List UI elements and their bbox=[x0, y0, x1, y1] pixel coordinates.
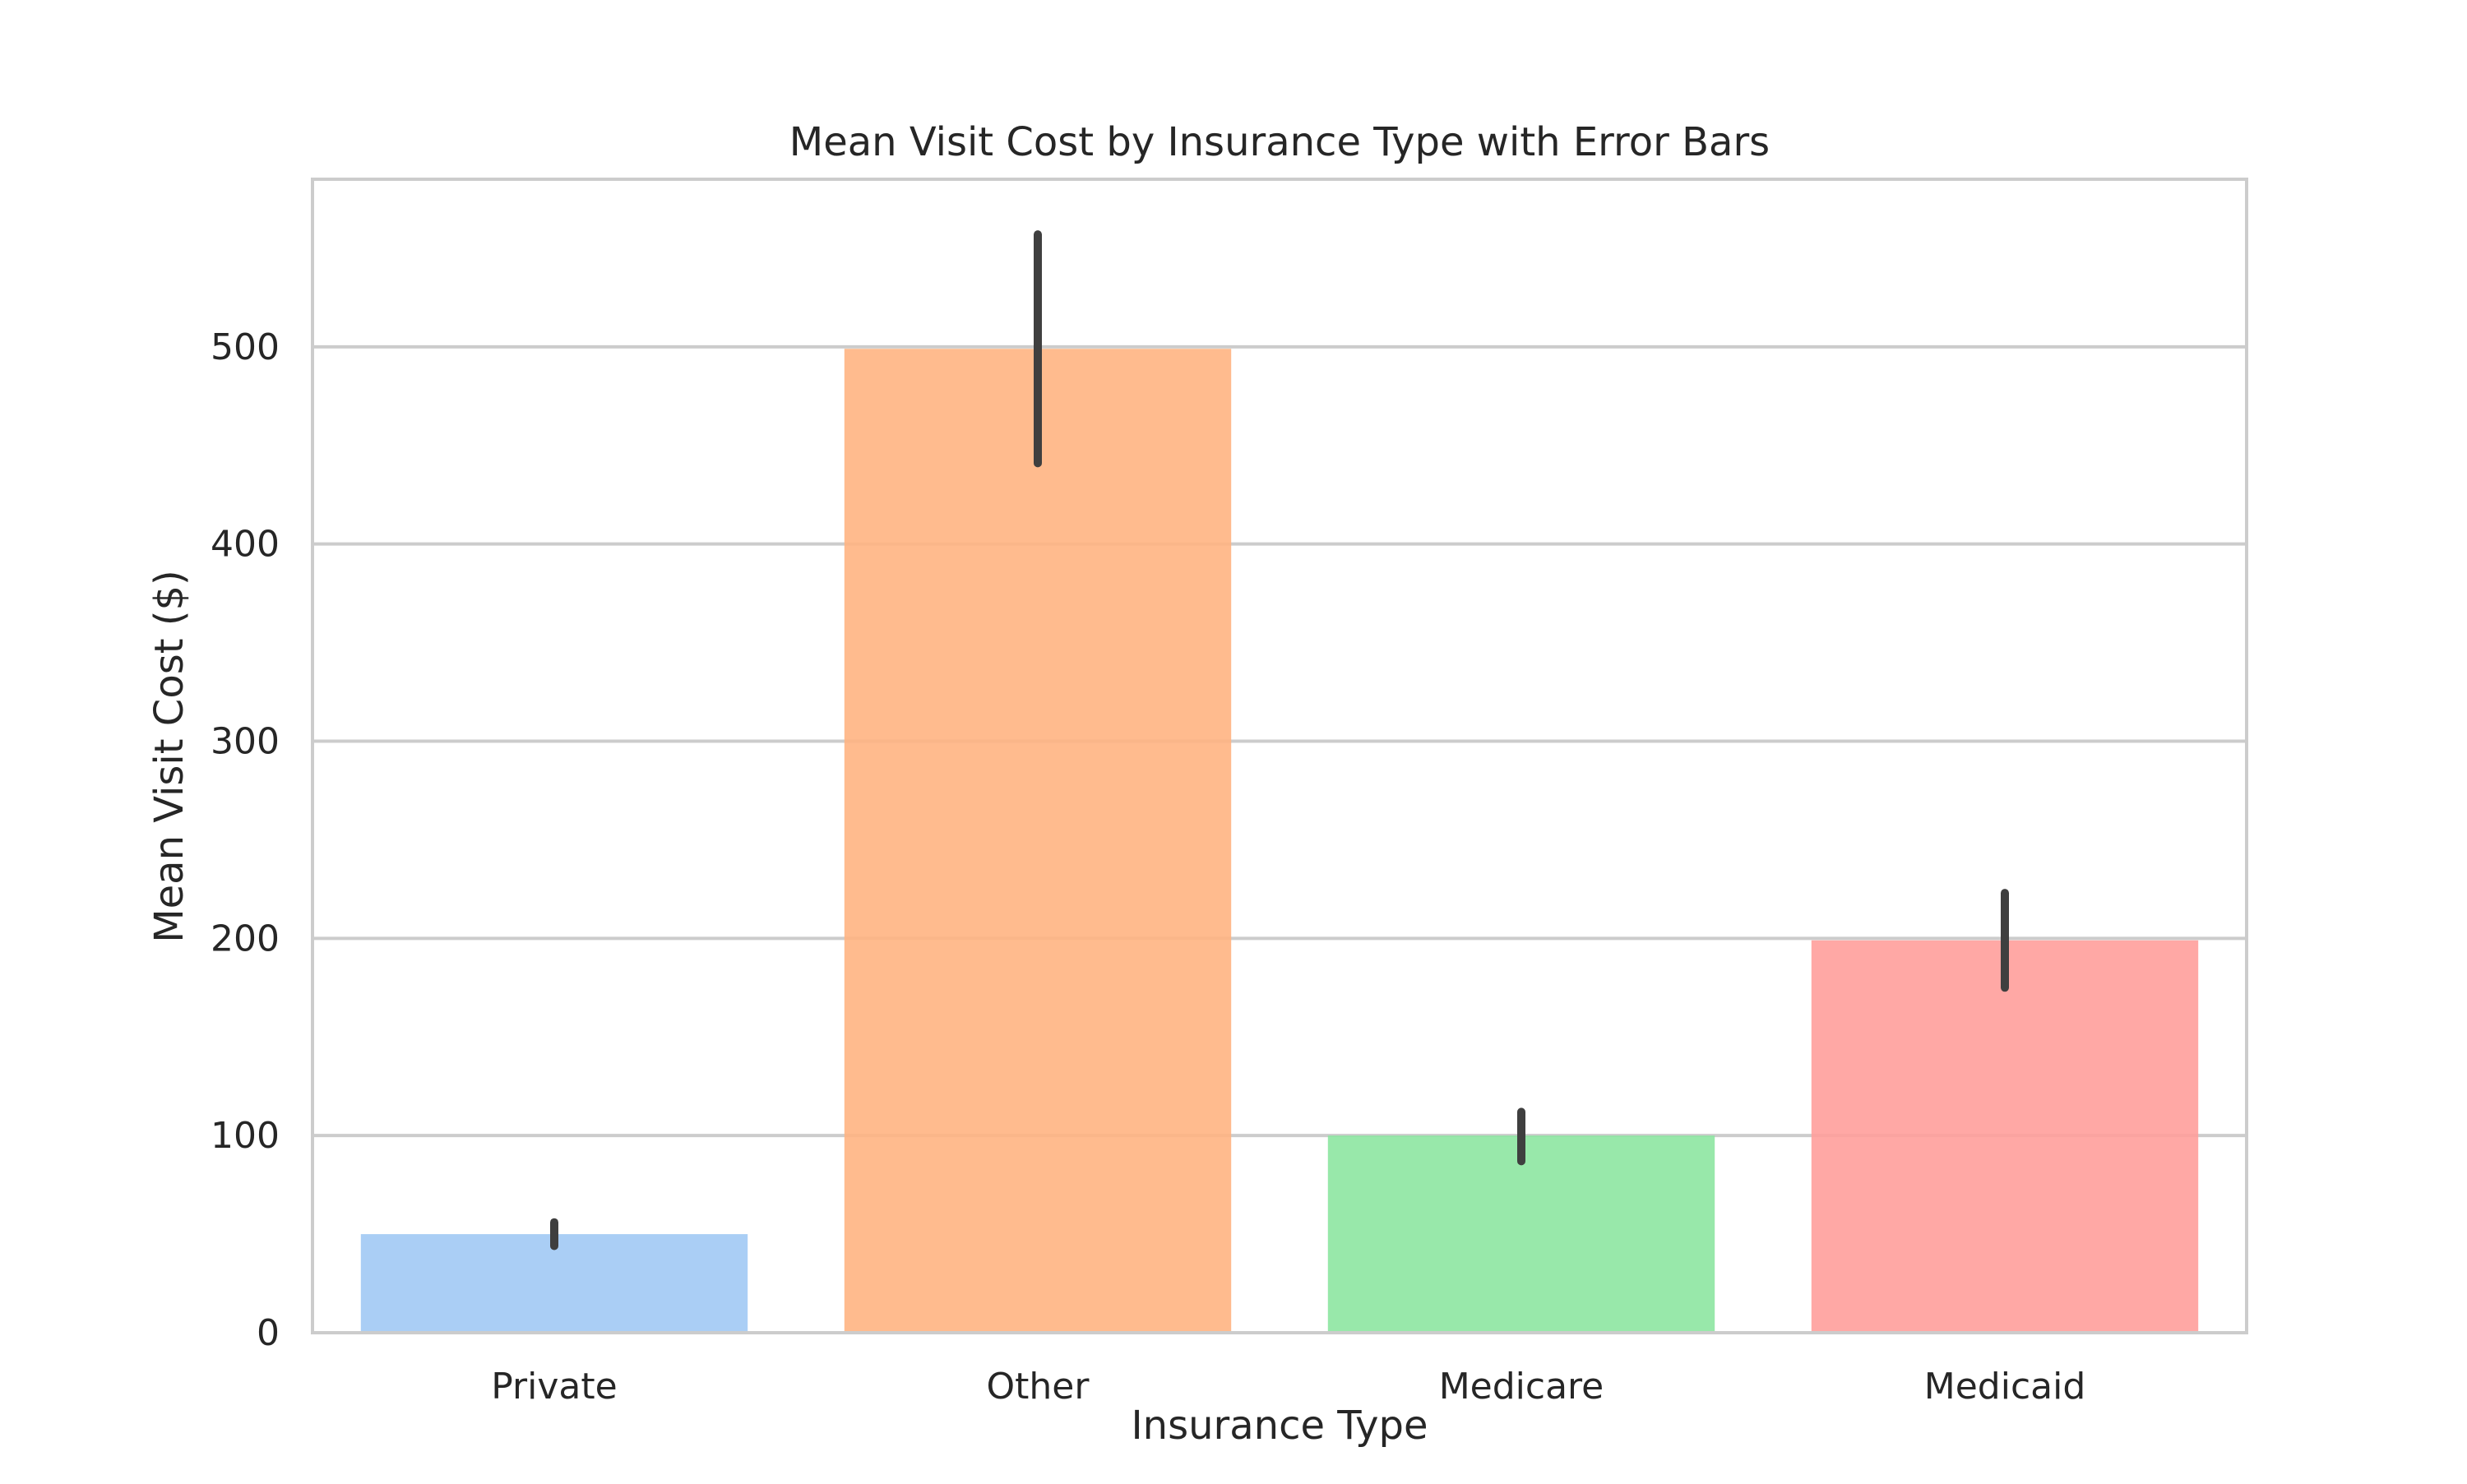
y-tick-label: 100 bbox=[211, 1115, 280, 1157]
y-tick-label: 0 bbox=[257, 1312, 280, 1354]
bar-medicaid bbox=[1811, 940, 2199, 1333]
y-tick-label: 500 bbox=[211, 326, 280, 368]
x-axis-label: Insurance Type bbox=[1131, 1403, 1428, 1449]
y-tick-label: 400 bbox=[211, 524, 280, 566]
y-tick-label: 300 bbox=[211, 721, 280, 763]
error-bars bbox=[550, 230, 2009, 1251]
x-tick-label: Private bbox=[491, 1366, 617, 1408]
x-tick-label: Other bbox=[987, 1366, 1090, 1408]
bars bbox=[360, 349, 2199, 1334]
y-axis-label: Mean Visit Cost ($) bbox=[146, 570, 192, 943]
x-tick-label: Medicaid bbox=[1924, 1366, 2086, 1408]
bar-other bbox=[844, 349, 1232, 1334]
chart-title: Mean Visit Cost by Insurance Type with E… bbox=[789, 119, 1770, 165]
bar-medicare bbox=[1327, 1135, 1715, 1333]
y-tick-label: 200 bbox=[211, 918, 280, 959]
plot-frame bbox=[311, 178, 2248, 1334]
x-tick-labels: Private Other Medicare Medicaid bbox=[491, 1366, 2085, 1408]
y-tick-labels: 0 100 200 300 400 500 bbox=[211, 326, 280, 1354]
bar-private bbox=[360, 1234, 748, 1333]
x-tick-label: Medicare bbox=[1439, 1366, 1604, 1408]
